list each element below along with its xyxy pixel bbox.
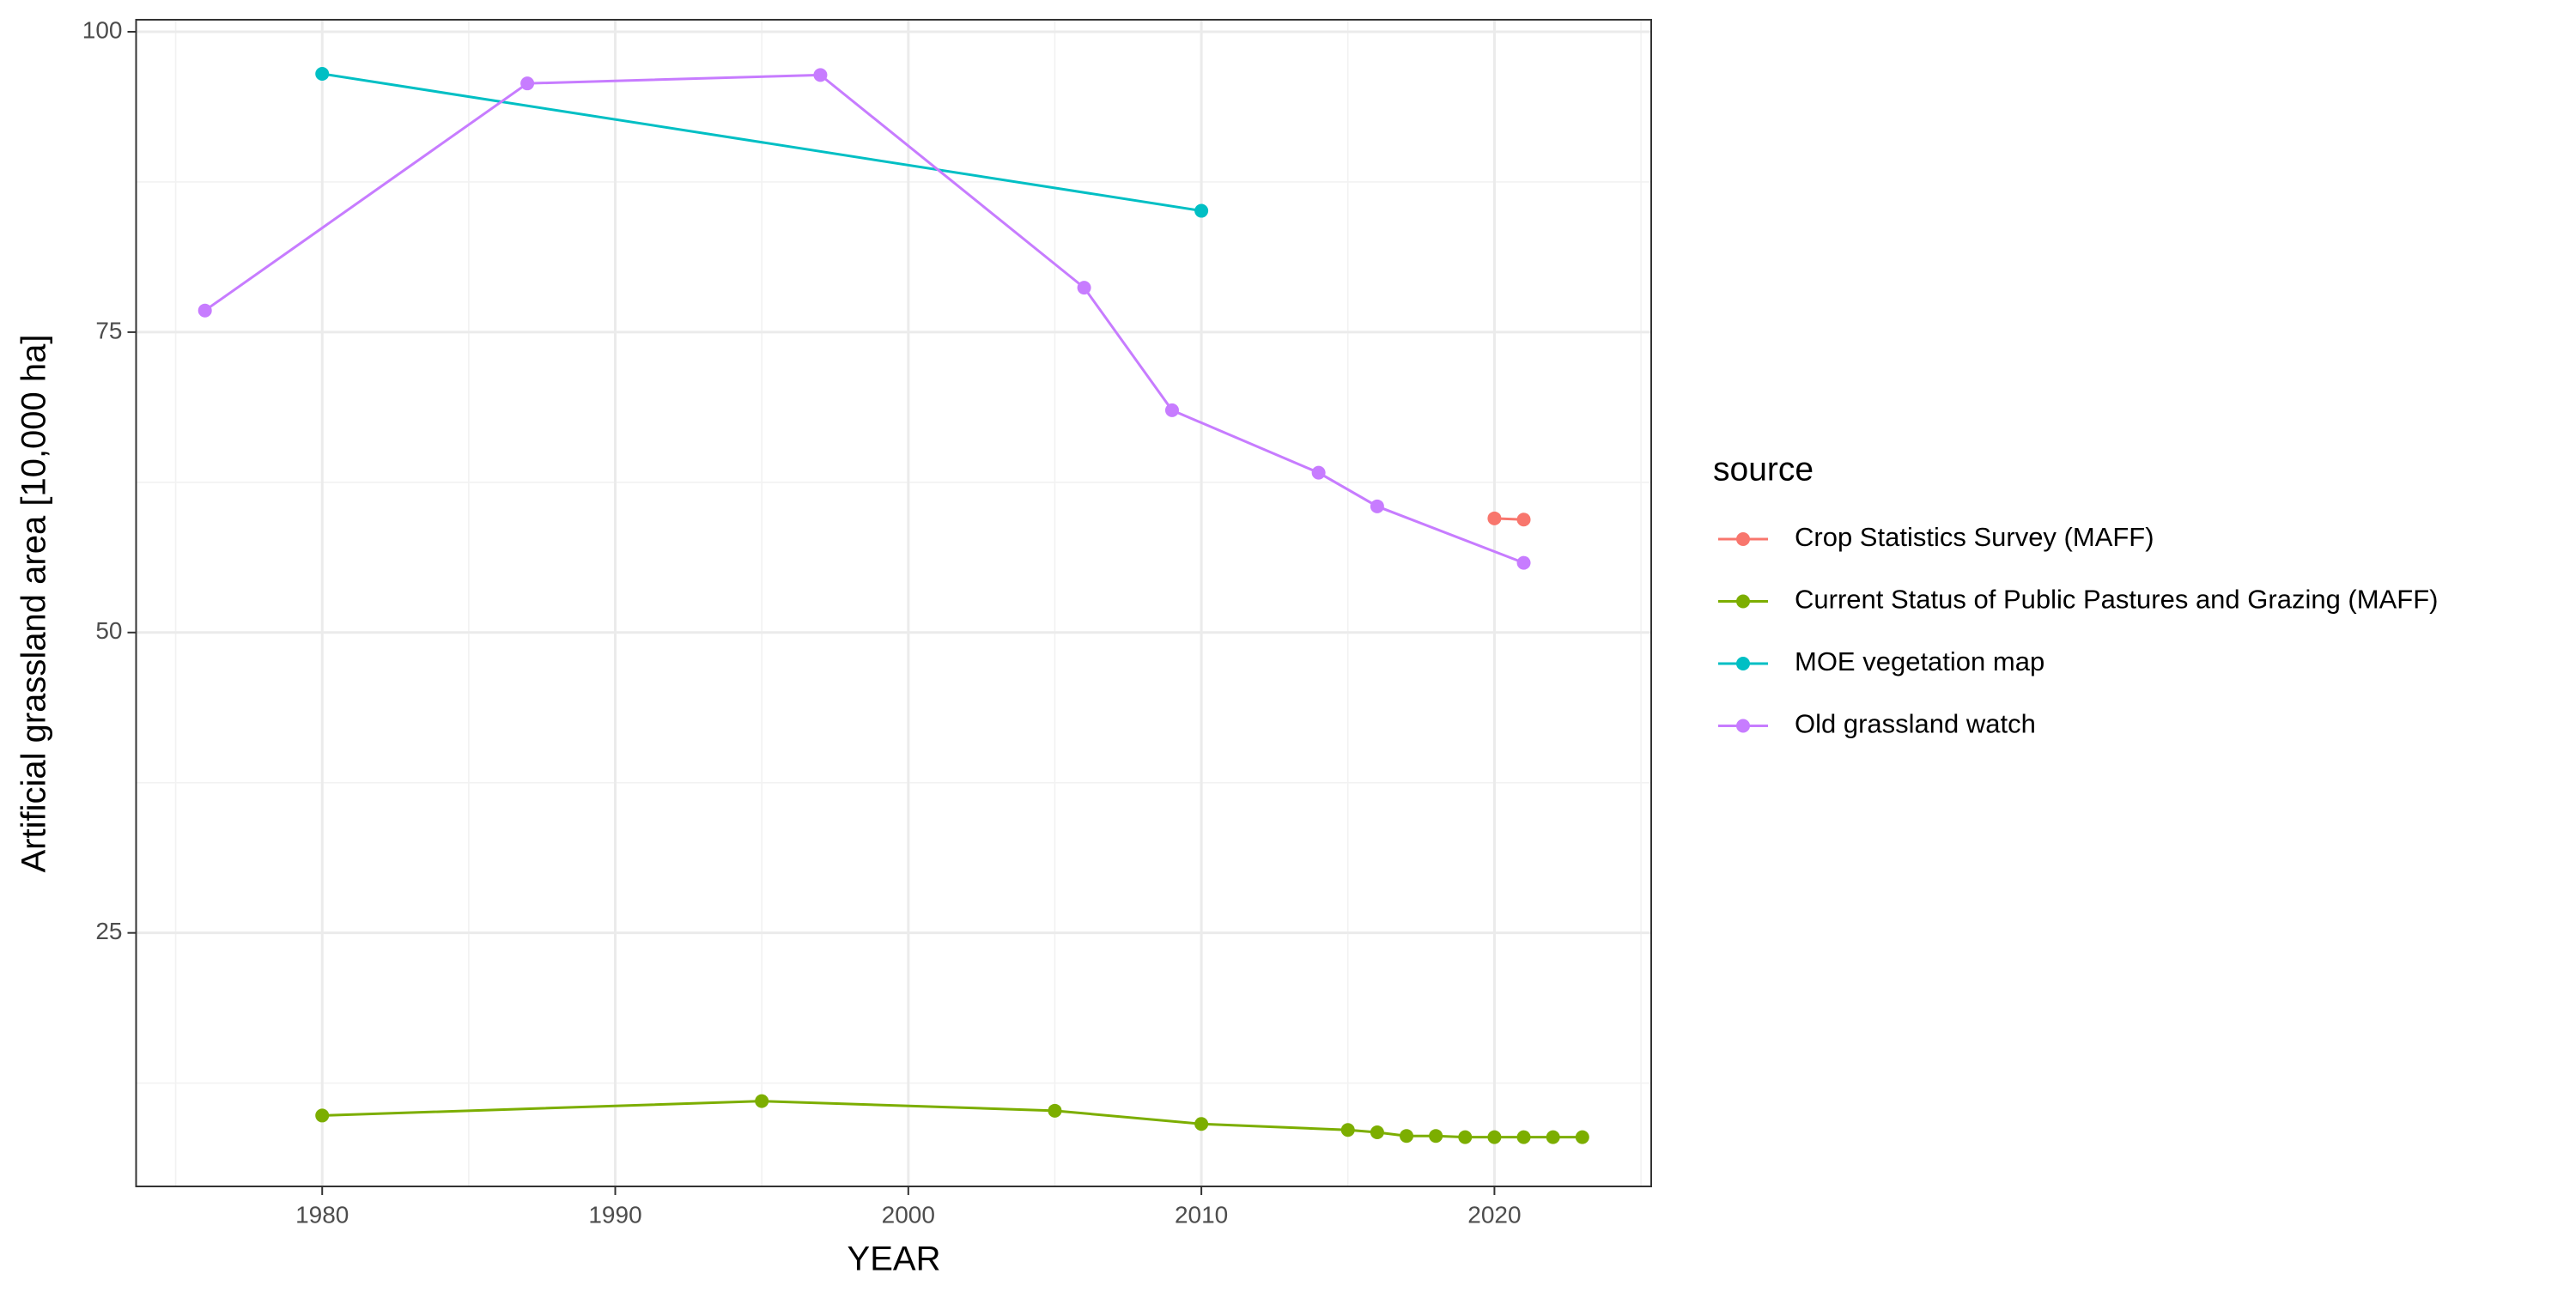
- y-tick-label: 50: [95, 617, 122, 644]
- panel-border: [135, 19, 1652, 1187]
- data-point: [1311, 465, 1326, 480]
- data-point: [1370, 499, 1384, 513]
- legend-label: Crop Statistics Survey (MAFF): [1795, 522, 2154, 552]
- data-point: [1516, 555, 1531, 570]
- data-point: [1487, 511, 1502, 525]
- x-tick-label: 1980: [295, 1201, 349, 1228]
- legend-key: [1736, 532, 1750, 546]
- data-point: [315, 1108, 330, 1123]
- x-tick-label: 2010: [1175, 1201, 1228, 1228]
- data-point: [1340, 1123, 1355, 1137]
- data-point: [1194, 203, 1209, 218]
- data-point: [1164, 403, 1179, 417]
- x-tick-label: 2020: [1467, 1201, 1521, 1228]
- legend-key: [1736, 657, 1750, 670]
- legend-title: source: [1713, 451, 1814, 488]
- legend-key: [1736, 719, 1750, 733]
- x-tick-label: 2000: [882, 1201, 935, 1228]
- y-tick-label: 25: [95, 918, 122, 944]
- data-point: [1048, 1103, 1062, 1118]
- legend-key: [1736, 594, 1750, 609]
- series-line: [321, 72, 1202, 213]
- data-point: [1575, 1130, 1589, 1144]
- x-tick-label: 1990: [588, 1201, 641, 1228]
- data-point: [1370, 1125, 1384, 1140]
- data-point: [1458, 1130, 1473, 1144]
- data-point: [1077, 281, 1091, 295]
- data-point: [197, 303, 212, 318]
- legend-label: Old grassland watch: [1795, 709, 2036, 739]
- data-point: [1194, 1117, 1209, 1131]
- series-line: [204, 73, 1525, 565]
- data-point: [1429, 1129, 1443, 1143]
- data-point: [1546, 1130, 1560, 1144]
- data-point: [1487, 1130, 1502, 1144]
- y-axis-title: Artificial grassland area [10,000 ha]: [15, 334, 53, 872]
- data-point: [1400, 1129, 1414, 1143]
- y-tick-label: 75: [95, 317, 122, 343]
- data-point: [1516, 1130, 1531, 1144]
- data-point: [813, 68, 828, 82]
- data-point: [315, 66, 330, 81]
- data-point: [520, 76, 535, 91]
- x-axis-title: YEAR: [848, 1240, 941, 1278]
- data-point: [1516, 513, 1531, 527]
- y-tick-label: 100: [82, 16, 123, 43]
- legend-label: Current Status of Public Pastures and Gr…: [1795, 585, 2438, 615]
- data-point: [755, 1094, 769, 1108]
- legend-label: MOE vegetation map: [1795, 646, 2044, 676]
